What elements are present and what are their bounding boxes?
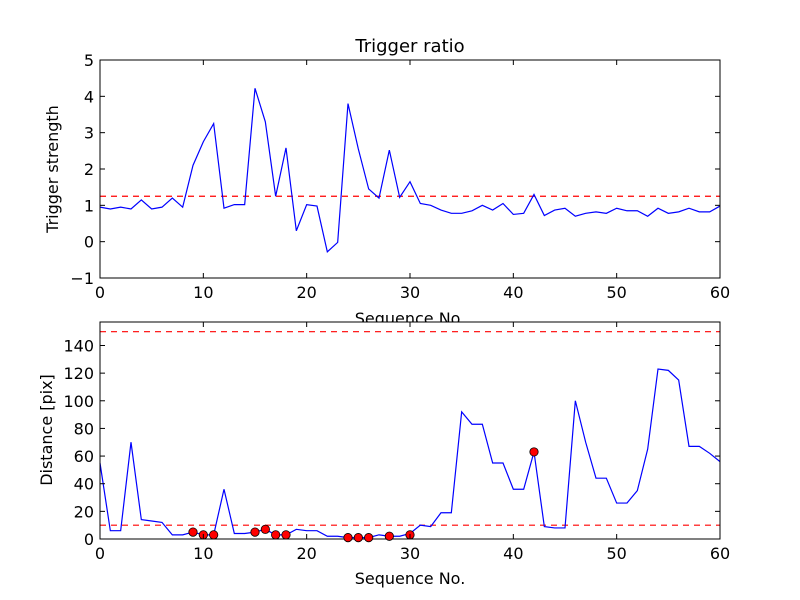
trigger-marker	[384, 531, 394, 541]
top-y-axis: −1 0 1 2 3 4 5	[70, 51, 720, 288]
bottom-x-axis-label: Sequence No.	[355, 569, 466, 588]
top-chart-title: Trigger ratio	[354, 36, 464, 57]
x-tick-label: 20	[296, 544, 316, 563]
y-tick-label: −1	[70, 269, 94, 288]
top-x-axis: 0 10 20 30 40 50 60	[95, 60, 730, 302]
y-tick-label: 4	[84, 87, 94, 106]
bottom-y-axis-label: Distance [pix]	[37, 374, 56, 486]
y-tick-label: 140	[63, 336, 94, 355]
x-tick-label: 30	[400, 544, 420, 563]
y-tick-label: 120	[63, 364, 94, 383]
x-tick-label: 50	[606, 283, 626, 302]
trigger-marker	[343, 533, 353, 543]
y-tick-label: 5	[84, 51, 94, 70]
x-tick-label: 10	[193, 544, 213, 563]
trigger-marker	[188, 527, 198, 537]
y-tick-label: 60	[74, 447, 94, 466]
y-tick-label: 0	[84, 233, 94, 252]
top-y-axis-label: Trigger strength	[43, 105, 62, 234]
x-tick-label: 0	[95, 544, 105, 563]
y-tick-label: 40	[74, 475, 94, 494]
x-tick-label: 20	[296, 283, 316, 302]
y-tick-label: 2	[84, 160, 94, 179]
y-tick-label: 3	[84, 124, 94, 143]
trigger-marker	[529, 447, 539, 457]
x-tick-label: 30	[400, 283, 420, 302]
series-line	[99, 88, 721, 253]
trigger-marker	[260, 524, 270, 534]
bottom-y-axis: 0 20 40 60 80 100 120 140	[63, 336, 720, 549]
bottom-threshold-lines	[100, 331, 720, 526]
bottom-subplot: 0 10 20 30 40 50 60 0 20 40 60 80 100 120 140 Sequenc…	[37, 321, 730, 588]
x-tick-label: 10	[193, 283, 213, 302]
trigger-marker	[209, 530, 219, 540]
y-tick-label: 1	[84, 196, 94, 215]
bottom-plot-area	[100, 322, 720, 539]
trigger-marker	[364, 533, 374, 543]
top-plot-area	[100, 60, 720, 278]
y-tick-label: 100	[63, 392, 94, 411]
y-tick-label: 0	[84, 530, 94, 549]
trigger-marker	[271, 530, 281, 540]
x-tick-label: 0	[95, 283, 105, 302]
x-tick-label: 40	[503, 283, 523, 302]
x-tick-label: 40	[503, 544, 523, 563]
trigger-marker	[281, 530, 291, 540]
trigger-marker	[353, 533, 363, 543]
y-tick-label: 20	[74, 502, 94, 521]
trigger-marker	[250, 527, 260, 537]
top-series	[99, 88, 721, 253]
x-tick-label: 50	[606, 544, 626, 563]
x-tick-label: 60	[710, 283, 730, 302]
bottom-x-axis: 0 10 20 30 40 50 60	[95, 322, 730, 563]
y-tick-label: 80	[74, 419, 94, 438]
x-tick-label: 60	[710, 544, 730, 563]
